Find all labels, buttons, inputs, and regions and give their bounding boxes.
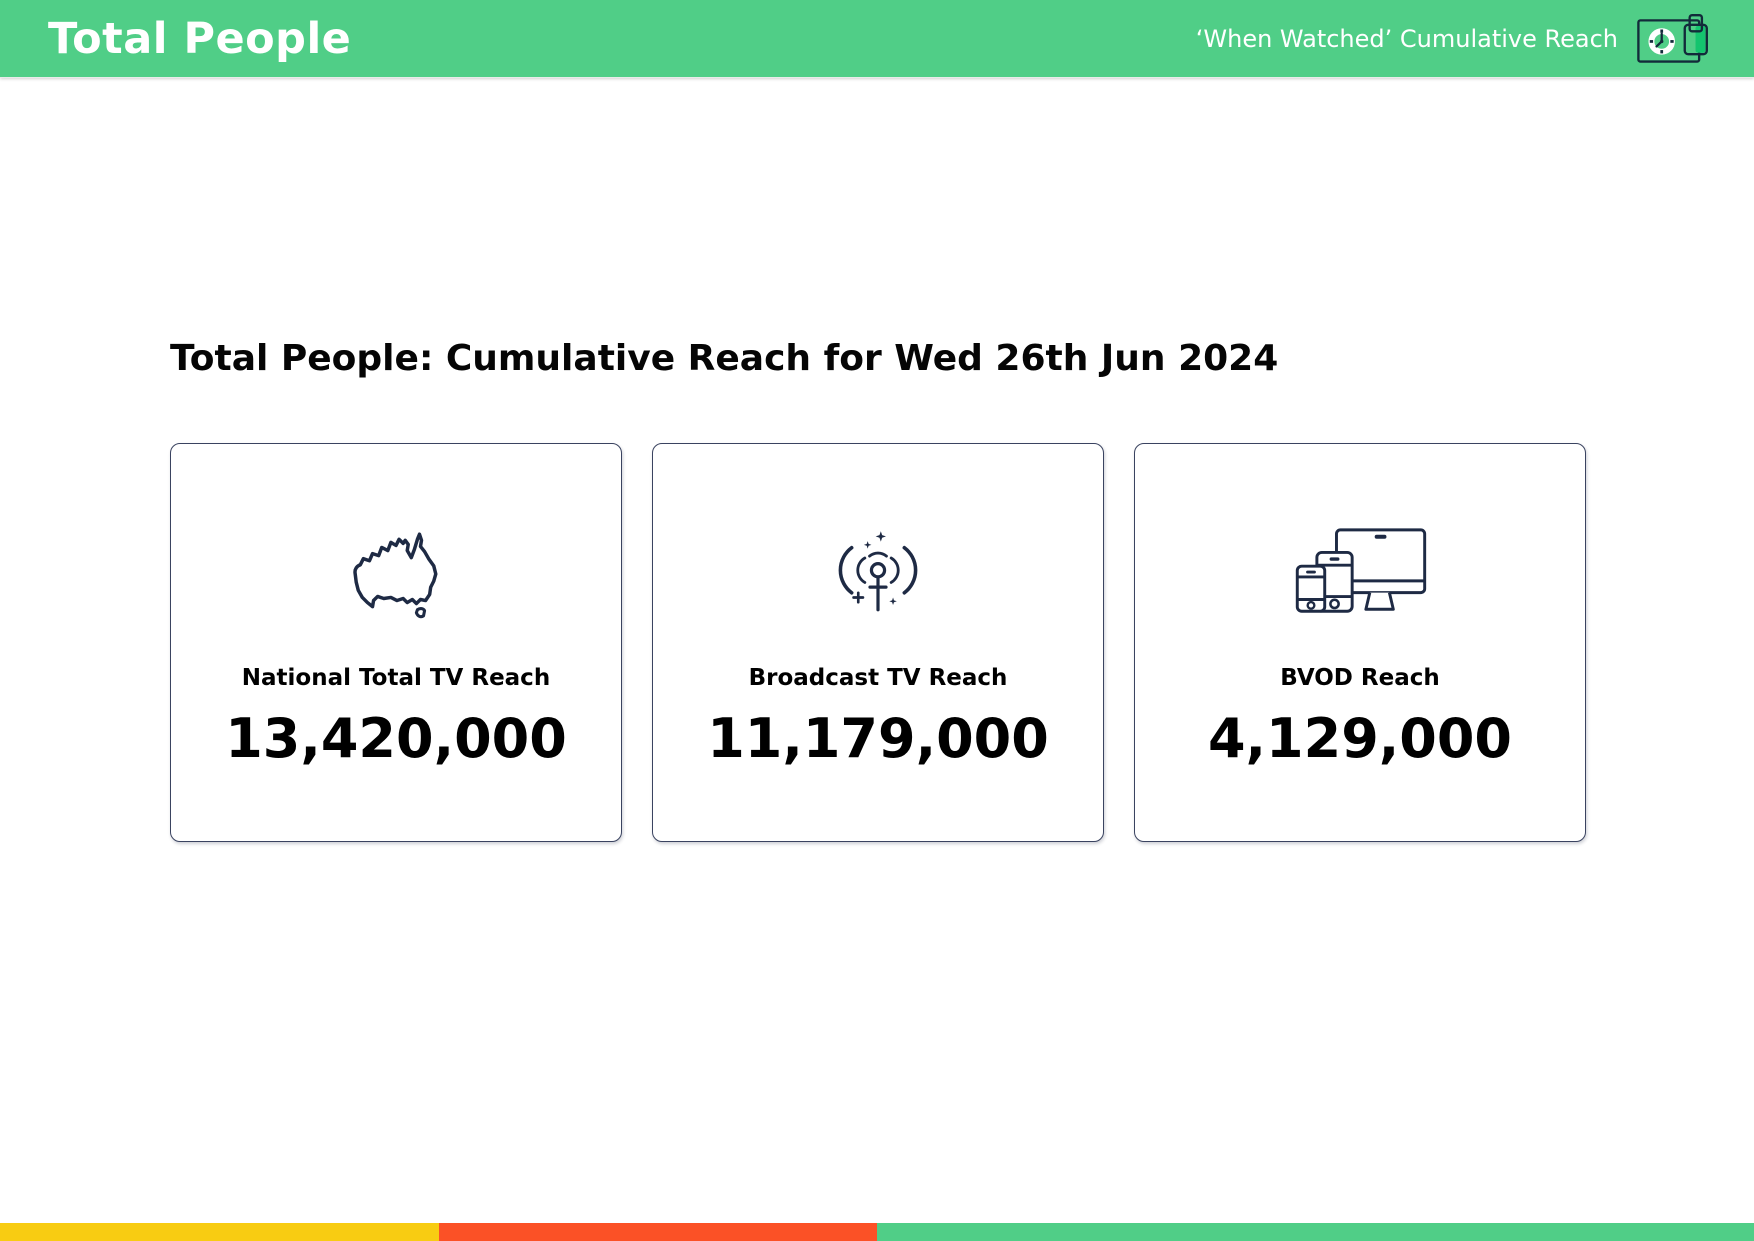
broadcast-antenna-icon bbox=[831, 526, 925, 621]
kpi-value: 13,420,000 bbox=[225, 707, 567, 770]
footer-stripe-green-segment bbox=[877, 1223, 1754, 1241]
page-title: Total People bbox=[48, 13, 352, 64]
section-heading: Total People: Cumulative Reach for Wed 2… bbox=[170, 338, 1279, 379]
kpi-label: National Total TV Reach bbox=[241, 665, 551, 691]
australia-map-icon bbox=[345, 526, 447, 621]
kpi-label: BVOD Reach bbox=[1280, 665, 1440, 691]
kpi-value: 11,179,000 bbox=[707, 707, 1049, 770]
multi-device-icon bbox=[1291, 526, 1429, 621]
kpi-value: 4,129,000 bbox=[1207, 707, 1513, 770]
kpi-card-national-total-tv-reach: National Total TV Reach 13,420,000 bbox=[170, 443, 622, 842]
kpi-card-broadcast-tv-reach: Broadcast TV Reach 11,179,000 bbox=[652, 443, 1104, 842]
footer-stripe bbox=[0, 1223, 1754, 1241]
kpi-cards-row: National Total TV Reach 13,420,000 bbox=[170, 443, 1754, 842]
report-subtitle: ‘When Watched’ Cumulative Reach bbox=[1195, 24, 1618, 53]
footer-stripe-red-segment bbox=[438, 1223, 877, 1241]
kpi-card-bvod-reach: BVOD Reach 4,129,000 bbox=[1134, 443, 1586, 842]
kpi-label: Broadcast TV Reach bbox=[748, 665, 1008, 691]
header-right: ‘When Watched’ Cumulative Reach bbox=[1196, 14, 1708, 63]
footer-stripe-yellow-segment bbox=[0, 1223, 439, 1241]
tv-clock-phone-icon bbox=[1637, 14, 1708, 63]
app-header: Total People ‘When Watched’ Cumulative R… bbox=[0, 0, 1754, 78]
report-body: Total People: Cumulative Reach for Wed 2… bbox=[0, 336, 1754, 842]
